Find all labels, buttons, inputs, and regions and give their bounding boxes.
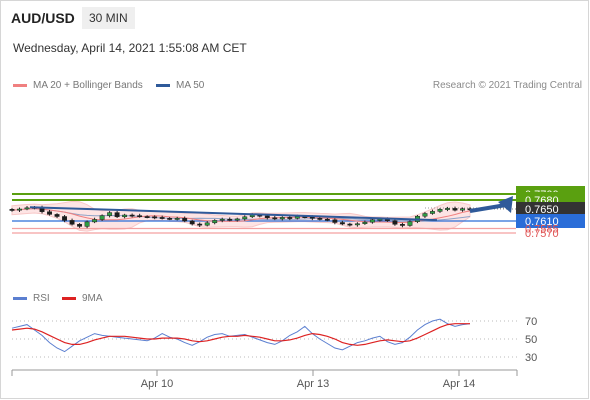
- candle-body: [437, 209, 443, 212]
- x-tick-label: Apr 10: [141, 378, 173, 390]
- support-level-label: 0.7585: [525, 224, 559, 236]
- symbol-title: AUD/USD: [11, 10, 75, 26]
- candle-body: [392, 220, 398, 225]
- candle-body: [77, 224, 83, 227]
- timeframe-badge[interactable]: 30 MIN: [82, 7, 135, 29]
- candle-body: [369, 219, 375, 223]
- candle-body: [152, 216, 158, 219]
- ma20-label: MA 20 + Bollinger Bands: [33, 80, 143, 91]
- candle-body: [182, 218, 188, 222]
- candle-body: [242, 216, 248, 220]
- candle-body: [144, 216, 150, 218]
- rsi-tick-label: 50: [525, 334, 537, 346]
- candle-body: [47, 211, 52, 215]
- rsi-ma-label: 9MA: [82, 293, 103, 304]
- support-level-label: 0.7570: [525, 228, 559, 240]
- candle-body: [452, 208, 458, 211]
- candle-body: [69, 220, 75, 225]
- rsi-tick-label: 70: [525, 316, 537, 328]
- candle-body: [92, 219, 98, 223]
- timestamp: Wednesday, April 14, 2021 1:55:08 AM CET: [13, 41, 247, 55]
- candle-body: [174, 218, 180, 220]
- candle-body: [129, 214, 135, 217]
- candle-body: [167, 218, 173, 220]
- rsi-layer: 70 50 30: [11, 316, 537, 364]
- rsi-ma-line: [11, 323, 470, 346]
- pivot-level-badge: [516, 214, 585, 228]
- candle-body: [279, 217, 285, 220]
- ma50-label: MA 50: [176, 80, 205, 91]
- candle-body: [287, 217, 293, 219]
- candle-body: [347, 223, 353, 226]
- candle-body: [317, 218, 323, 220]
- x-tick-label: Apr 13: [297, 378, 329, 390]
- candle-body: [62, 216, 68, 221]
- x-tick-label: Apr 14: [443, 378, 475, 390]
- candle-body: [460, 208, 465, 211]
- candle-body: [197, 223, 203, 226]
- current-price-badge: [516, 202, 585, 216]
- candle-body: [99, 215, 105, 220]
- candle-body: [17, 208, 22, 211]
- candle-body: [264, 215, 270, 218]
- forecast-arrow-shaft: [469, 203, 507, 213]
- rsi-line: [11, 318, 471, 353]
- candle-body: [294, 216, 300, 219]
- candle-body: [332, 219, 338, 223]
- candle-body: [407, 221, 413, 226]
- candle-body: [212, 220, 218, 224]
- rsi-tick-label: 30: [525, 352, 537, 364]
- ma50-line: [11, 208, 471, 222]
- legend-ma50: MA 50: [156, 80, 204, 91]
- candle-body: [227, 218, 233, 221]
- pivot-level-label: 0.7610: [525, 216, 559, 228]
- candle-body: [114, 212, 120, 218]
- candle-body: [362, 221, 368, 224]
- candle-body: [219, 218, 225, 221]
- candle-body: [354, 223, 360, 226]
- candle-body: [107, 212, 113, 216]
- resistance-trendline: [29, 206, 438, 222]
- candle-body: [189, 220, 195, 225]
- candle-body: [422, 213, 428, 217]
- ma50-swatch: [156, 84, 170, 87]
- annotation-layer: [29, 196, 513, 222]
- legend-ma20: MA 20 + Bollinger Bands: [13, 80, 143, 91]
- candle-body: [324, 218, 330, 221]
- candle-body: [339, 222, 345, 225]
- credit-text: Research © 2021 Trading Central: [432, 80, 582, 91]
- candle-body: [204, 222, 210, 226]
- candle-body: [137, 215, 143, 218]
- legend-rsi-ma: 9MA: [62, 293, 103, 304]
- ma20-swatch: [13, 84, 27, 87]
- candle-body: [399, 224, 405, 226]
- candle-body: [24, 207, 30, 210]
- candle-body: [234, 218, 240, 221]
- candle-body: [9, 209, 15, 211]
- rsi-swatch: [13, 297, 27, 300]
- legend-rsi: RSI: [13, 293, 50, 304]
- candle-body: [54, 214, 60, 217]
- candle-body: [377, 218, 383, 221]
- candle-body: [272, 217, 278, 220]
- candle-body: [445, 208, 450, 210]
- candle-body: [159, 217, 165, 219]
- forecast-arrow-head: [498, 196, 513, 213]
- candle-body: [430, 211, 435, 214]
- current-price-label: 0.7650: [525, 204, 559, 216]
- candle-body: [84, 221, 90, 227]
- rsi-label: RSI: [33, 293, 50, 304]
- candle-body: [122, 214, 128, 218]
- axis-layer: Apr 10 Apr 13 Apr 14: [11, 369, 518, 390]
- rsi-ma-swatch: [62, 297, 76, 300]
